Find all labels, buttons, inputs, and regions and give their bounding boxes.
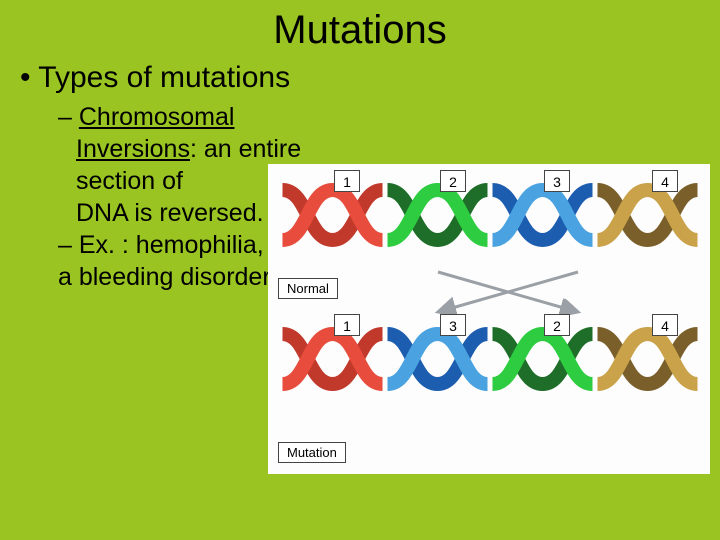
num-normal-1: 1: [334, 170, 360, 192]
label-normal: Normal: [278, 278, 338, 299]
num-normal-3: 3: [544, 170, 570, 192]
helix-seg-m4: [595, 314, 700, 404]
num-mut-3: 2: [544, 314, 570, 336]
helix-seg-m1: [280, 314, 385, 404]
helix-seg-m2: [385, 314, 490, 404]
helix-seg-m3: [490, 314, 595, 404]
inversion-diagram: 1 2 3 4 Normal 1 3 2 4 Mutation: [268, 164, 710, 474]
helix-seg-3: [490, 170, 595, 260]
slide-title: Mutations: [14, 8, 706, 53]
swap-arrows-icon: [408, 264, 608, 320]
helix-seg-1: [280, 170, 385, 260]
num-mut-1: 1: [334, 314, 360, 336]
num-mut-2: 3: [440, 314, 466, 336]
helix-seg-2: [385, 170, 490, 260]
helix-seg-4: [595, 170, 700, 260]
num-mut-4: 4: [652, 314, 678, 336]
label-mutation: Mutation: [278, 442, 346, 463]
num-normal-2: 2: [440, 170, 466, 192]
bullet-main: Types of mutations: [20, 61, 706, 95]
num-normal-4: 4: [652, 170, 678, 192]
